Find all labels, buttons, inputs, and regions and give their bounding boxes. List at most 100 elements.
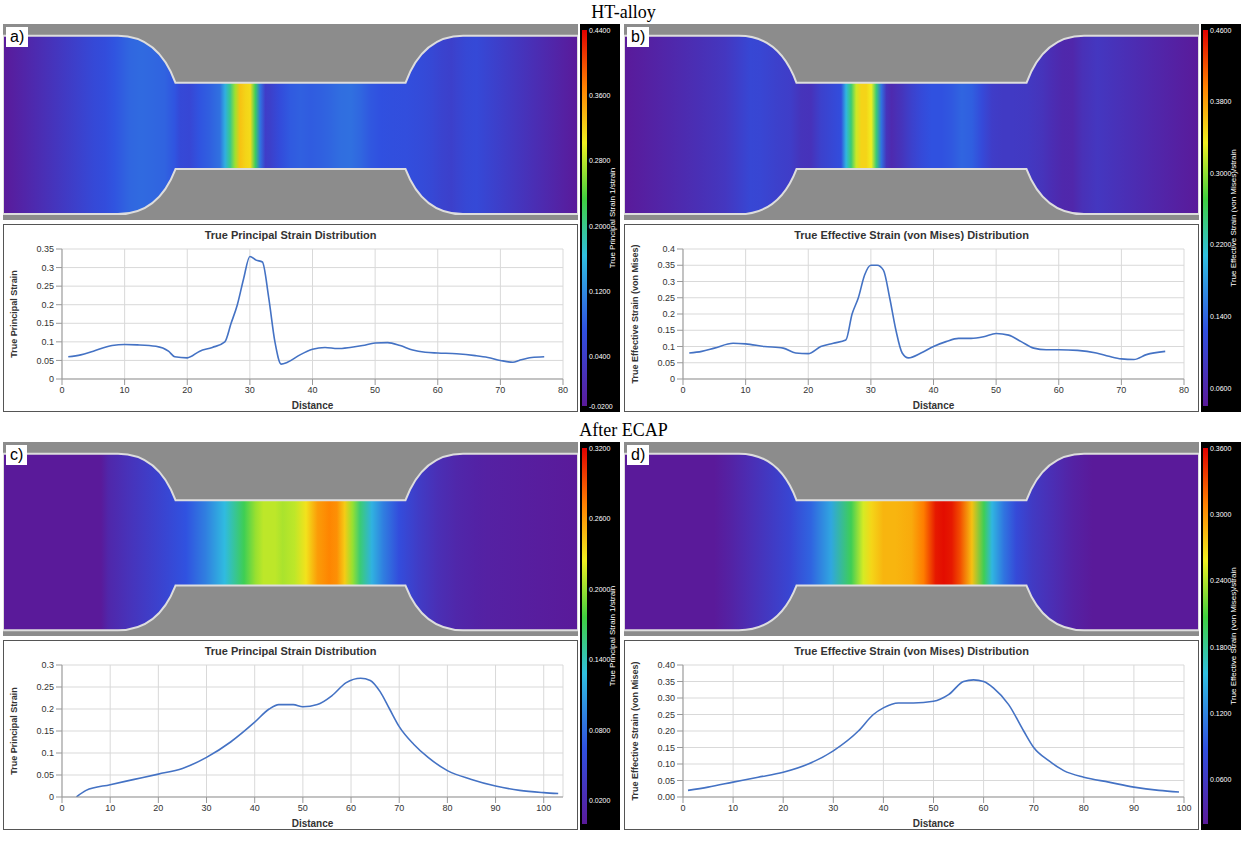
svg-text:40: 40 [250, 803, 260, 813]
svg-text:0.15: 0.15 [657, 743, 675, 753]
svg-text:80: 80 [558, 385, 568, 395]
svg-text:0.35: 0.35 [657, 260, 675, 270]
svg-text:0: 0 [59, 803, 64, 813]
svg-text:80: 80 [1079, 803, 1089, 813]
svg-text:0.15: 0.15 [36, 318, 54, 328]
svg-text:True Principal Strain: True Principal Strain [9, 687, 19, 775]
svg-text:0.0800: 0.0800 [589, 727, 611, 734]
svg-text:10: 10 [741, 385, 751, 395]
svg-text:0.0600: 0.0600 [1210, 776, 1232, 783]
svg-text:50: 50 [298, 803, 308, 813]
svg-text:0.2: 0.2 [41, 300, 54, 310]
svg-text:70: 70 [1029, 803, 1039, 813]
svg-text:0.2: 0.2 [662, 309, 675, 319]
svg-text:50: 50 [928, 803, 938, 813]
svg-text:70: 70 [495, 385, 505, 395]
svg-text:0.10: 0.10 [657, 759, 675, 769]
svg-text:90: 90 [1129, 803, 1139, 813]
svg-text:0.25: 0.25 [657, 710, 675, 720]
svg-text:20: 20 [778, 803, 788, 813]
svg-text:-0.0200: -0.0200 [589, 403, 613, 410]
svg-text:70: 70 [1116, 385, 1126, 395]
svg-text:0.25: 0.25 [36, 281, 54, 291]
svg-text:20: 20 [153, 803, 163, 813]
svg-text:10: 10 [728, 803, 738, 813]
svg-text:50: 50 [991, 385, 1001, 395]
svg-text:80: 80 [442, 803, 452, 813]
svg-text:60: 60 [433, 385, 443, 395]
svg-text:0.3200: 0.3200 [589, 445, 611, 452]
svg-text:0.30: 0.30 [657, 693, 675, 703]
svg-text:0.3: 0.3 [41, 263, 54, 273]
svg-text:0.0600: 0.0600 [1210, 385, 1232, 392]
svg-text:True Principal Strain 1/strain: True Principal Strain 1/strain [608, 168, 617, 269]
svg-text:0.00: 0.00 [657, 792, 675, 802]
svg-text:True Principal Strain 1/strain: True Principal Strain 1/strain [608, 586, 617, 687]
svg-text:Distance: Distance [913, 400, 955, 411]
svg-text:70: 70 [394, 803, 404, 813]
svg-text:30: 30 [866, 385, 876, 395]
svg-text:0.4: 0.4 [662, 245, 675, 254]
svg-text:0.3: 0.3 [41, 661, 54, 670]
svg-text:0.3800: 0.3800 [1210, 98, 1232, 105]
svg-text:0: 0 [670, 374, 675, 384]
svg-text:0: 0 [59, 385, 64, 395]
svg-text:Distance: Distance [292, 818, 334, 829]
svg-text:40: 40 [878, 803, 888, 813]
svg-text:Distance: Distance [292, 400, 334, 411]
svg-text:0: 0 [680, 385, 685, 395]
svg-text:0.0400: 0.0400 [589, 353, 611, 360]
svg-text:0.35: 0.35 [36, 245, 54, 254]
svg-text:0.3600: 0.3600 [589, 92, 611, 99]
svg-text:0.05: 0.05 [36, 770, 54, 780]
svg-text:20: 20 [182, 385, 192, 395]
svg-text:0.15: 0.15 [36, 726, 54, 736]
svg-text:0.0200: 0.0200 [589, 797, 611, 804]
svg-text:0.05: 0.05 [36, 356, 54, 366]
svg-text:0.3600: 0.3600 [1210, 445, 1232, 452]
svg-text:50: 50 [370, 385, 380, 395]
svg-text:0.1400: 0.1400 [1210, 313, 1232, 320]
svg-text:0: 0 [49, 374, 54, 384]
svg-text:60: 60 [1054, 385, 1064, 395]
svg-text:0.1: 0.1 [41, 337, 54, 347]
svg-text:0.3: 0.3 [662, 277, 675, 287]
svg-text:30: 30 [245, 385, 255, 395]
svg-text:0.2600: 0.2600 [589, 515, 611, 522]
svg-text:0.1: 0.1 [662, 342, 675, 352]
svg-text:Distance: Distance [913, 818, 955, 829]
svg-text:True Effective Strain (von Mis: True Effective Strain (von Mises) [630, 661, 640, 800]
svg-text:0.35: 0.35 [657, 677, 675, 687]
svg-text:0.25: 0.25 [657, 293, 675, 303]
svg-text:10: 10 [105, 803, 115, 813]
svg-text:0.05: 0.05 [657, 358, 675, 368]
svg-text:60: 60 [979, 803, 989, 813]
svg-text:True Principal Strain: True Principal Strain [9, 270, 19, 358]
svg-text:100: 100 [536, 803, 551, 813]
svg-text:10: 10 [120, 385, 130, 395]
svg-text:0.20: 0.20 [657, 726, 675, 736]
svg-text:0.1200: 0.1200 [1210, 710, 1232, 717]
svg-text:0.40: 0.40 [657, 661, 675, 670]
svg-text:True Effective Strain (von Mis: True Effective Strain (von Mises)/strain [1229, 149, 1238, 286]
svg-text:0: 0 [680, 803, 685, 813]
svg-text:40: 40 [307, 385, 317, 395]
svg-text:0.05: 0.05 [657, 776, 675, 786]
svg-text:80: 80 [1179, 385, 1189, 395]
svg-text:30: 30 [202, 803, 212, 813]
svg-text:0.3000: 0.3000 [1210, 511, 1232, 518]
svg-text:True Effective Strain (von Mis: True Effective Strain (von Mises) [630, 245, 640, 384]
svg-text:20: 20 [803, 385, 813, 395]
svg-text:0.4400: 0.4400 [589, 27, 611, 34]
svg-text:0.25: 0.25 [36, 682, 54, 692]
svg-text:0.1: 0.1 [41, 748, 54, 758]
svg-text:0.4600: 0.4600 [1210, 27, 1232, 34]
svg-text:100: 100 [1176, 803, 1191, 813]
svg-text:0.2800: 0.2800 [589, 157, 611, 164]
svg-text:0.15: 0.15 [657, 325, 675, 335]
svg-text:90: 90 [491, 803, 501, 813]
svg-text:0.2: 0.2 [41, 704, 54, 714]
svg-text:True Effective Strain (von Mis: True Effective Strain (von Mises)/strain [1229, 567, 1238, 704]
svg-text:40: 40 [928, 385, 938, 395]
svg-text:0.1200: 0.1200 [589, 288, 611, 295]
